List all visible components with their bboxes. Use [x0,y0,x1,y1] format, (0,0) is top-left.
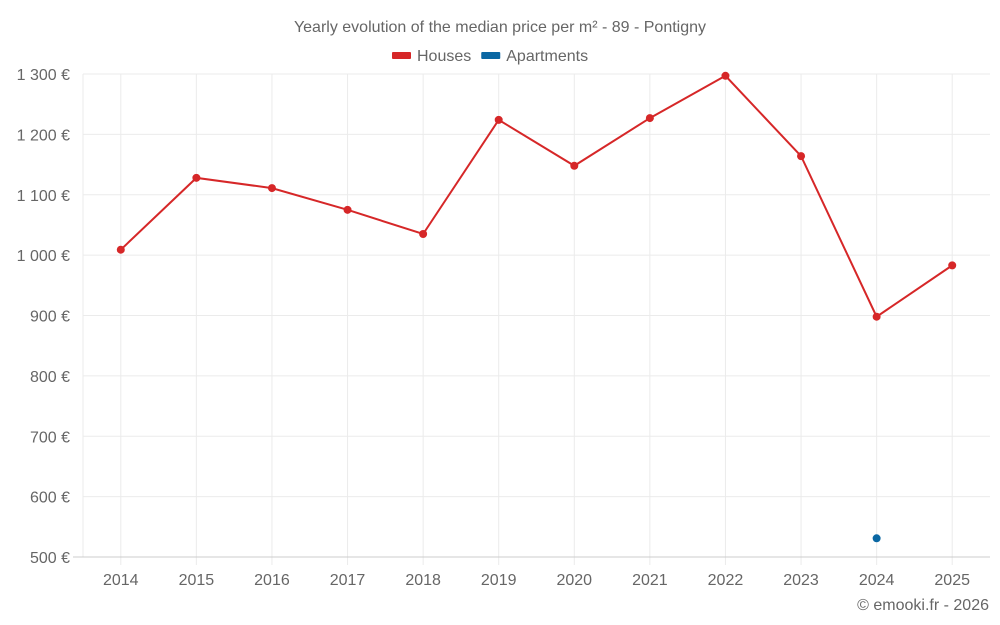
data-point[interactable] [872,312,881,321]
x-tick-label: 2018 [405,572,441,589]
series-houses [116,71,957,321]
x-tick-label: 2017 [330,572,366,589]
x-tick-label: 2021 [632,572,668,589]
data-point[interactable] [267,184,276,193]
data-point[interactable] [494,115,503,124]
y-tick-label: 900 € [30,309,70,326]
data-point[interactable] [419,229,428,238]
x-tick-label: 2025 [934,572,970,589]
data-point[interactable] [645,114,654,123]
legend-item-houses[interactable]: Houses [392,48,471,65]
x-tick-label: 2020 [556,572,592,589]
y-tick-label: 1 300 € [17,67,70,84]
y-tick-label: 700 € [30,429,70,446]
x-tick-label: 2024 [859,572,895,589]
y-tick-label: 800 € [30,369,70,386]
data-point[interactable] [192,173,201,182]
y-tick-label: 600 € [30,490,70,507]
x-tick-label: 2019 [481,572,517,589]
legend: Houses Apartments [392,48,588,65]
series-apartments [872,534,881,543]
legend-label: Houses [417,48,471,65]
grid [82,73,990,557]
data-point[interactable] [872,534,881,543]
x-axis: 2014 2015 2016 2017 2018 2019 2020 2021 2022 2023… [73,556,990,589]
legend-swatch [392,52,411,59]
data-point[interactable] [343,205,352,214]
data-point[interactable] [948,261,957,270]
y-tick-label: 1 100 € [17,188,70,205]
legend-label: Apartments [506,48,588,65]
data-point[interactable] [116,245,125,254]
y-tick-label: 1 000 € [17,248,70,265]
data-point[interactable] [570,161,579,170]
series-group [116,71,957,543]
legend-item-apartments[interactable]: Apartments [481,48,588,65]
chart-title: Yearly evolution of the median price per… [294,19,706,36]
data-point[interactable] [721,71,730,80]
legend-swatch [481,52,501,59]
data-point[interactable] [797,152,806,161]
x-tick-label: 2015 [179,572,215,589]
credit-text: © emooki.fr - 2026 [857,597,989,614]
x-tick-label: 2022 [708,572,744,589]
x-tick-label: 2023 [783,572,819,589]
x-tick-label: 2016 [254,572,290,589]
series-line [120,74,953,319]
y-tick-label: 1 200 € [17,127,70,144]
y-axis: 500 € 600 € 700 € 800 € 900 € 1 000 € 1 100 € 1… [17,67,70,567]
x-tick-label: 2014 [103,572,139,589]
y-tick-label: 500 € [30,550,70,567]
